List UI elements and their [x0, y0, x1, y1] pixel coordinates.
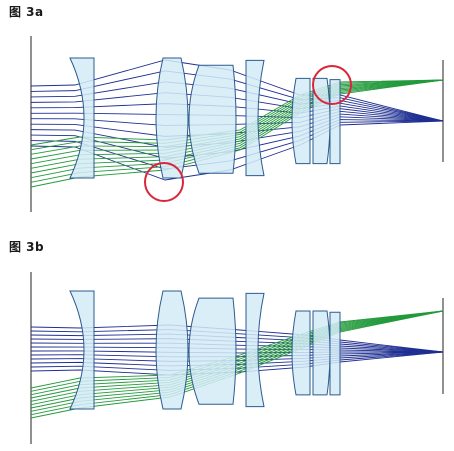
lens-element-3 — [188, 64, 237, 174]
figure-3b-label: 图 3b — [9, 240, 45, 254]
highlight-circle-lower — [144, 162, 184, 202]
lens-element-1 — [69, 290, 95, 410]
lens-element-2 — [155, 57, 189, 179]
lens-element-4 — [245, 292, 265, 408]
figure-3a-label: 图 3a — [9, 5, 44, 19]
lens-element-7 — [329, 311, 341, 396]
lens-element-6 — [312, 77, 331, 165]
lens-diagram-3b — [30, 272, 444, 444]
lens-diagram-3a — [30, 36, 444, 212]
lens-element-2 — [155, 290, 189, 410]
lens-element-5 — [291, 310, 311, 396]
lens-element-4 — [245, 59, 265, 177]
lens-element-5 — [291, 77, 311, 165]
lens-element-6 — [312, 310, 331, 396]
highlight-circle-upper — [312, 65, 352, 105]
lens-element-1 — [69, 57, 95, 179]
lens-element-3 — [188, 297, 237, 405]
lens-element-7 — [329, 79, 341, 165]
